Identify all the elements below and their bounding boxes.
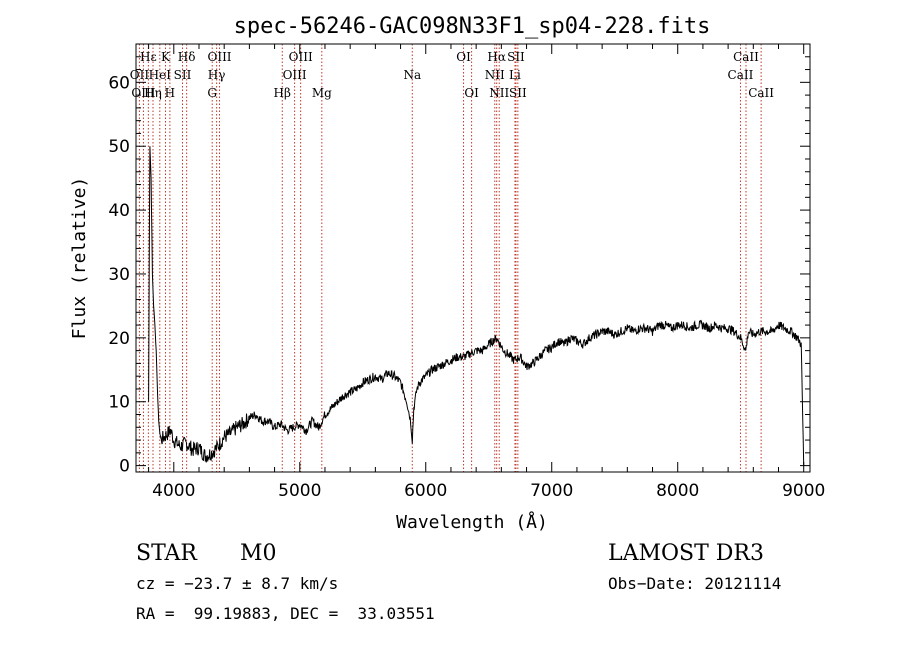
x-tick-label: 4000 bbox=[152, 481, 195, 501]
coordinates: RA = 99.19883, DEC = 33.03551 bbox=[136, 604, 435, 623]
y-tick-label: 50 bbox=[108, 137, 130, 157]
spectrum-line bbox=[148, 146, 805, 466]
line-label-23: NII bbox=[489, 86, 509, 100]
x-axis-ticks: 4000 5000 6000 7000 8000 9000 bbox=[148, 44, 825, 501]
line-label-5: Hη bbox=[144, 86, 162, 100]
line-label-19: Hα bbox=[487, 50, 506, 64]
chart-title: spec-56246-GAC098N33F1_sp04-228.fits bbox=[234, 14, 711, 39]
line-label-12: OIII bbox=[289, 50, 313, 64]
line-label-4: HeI bbox=[149, 68, 172, 82]
line-label-11: G bbox=[207, 86, 217, 100]
x-tick-label: 9000 bbox=[782, 481, 825, 501]
line-label-8: H bbox=[165, 86, 175, 100]
line-label-18: OI bbox=[464, 86, 479, 100]
survey-name: LAMOST DR3 bbox=[608, 541, 764, 566]
y-axis-label: Flux (relative) bbox=[69, 177, 90, 340]
line-label-24: SII bbox=[509, 86, 527, 100]
y-tick-label: 40 bbox=[108, 201, 130, 221]
y-tick-label: 60 bbox=[108, 73, 130, 93]
y-axis-ticks: 0 10 20 30 40 50 60 bbox=[108, 56, 810, 477]
x-axis-label: Wavelength (Å) bbox=[396, 511, 548, 533]
redshift-cz: cz = −23.7 ± 8.7 km/s bbox=[136, 574, 339, 593]
y-tick-label: 0 bbox=[119, 457, 130, 477]
line-label-3: K bbox=[161, 50, 171, 64]
x-tick-label: 7000 bbox=[530, 481, 573, 501]
line-label-1: OII bbox=[130, 68, 150, 82]
line-label-16: Na bbox=[403, 68, 421, 82]
line-label-6: Hδ bbox=[178, 50, 196, 64]
line-label-2: OIII bbox=[131, 86, 155, 100]
y-tick-label: 10 bbox=[108, 393, 130, 413]
object-subclass: M0 bbox=[240, 541, 277, 566]
x-tick-label: 8000 bbox=[656, 481, 699, 501]
line-label-21: NII bbox=[485, 68, 505, 82]
y-tick-label: 20 bbox=[108, 329, 130, 349]
line-label-7: SII bbox=[174, 68, 192, 82]
line-label-20: SII bbox=[507, 50, 525, 64]
spectrum-chart: spec-56246-GAC098N33F1_sp04-228.fits Hε O… bbox=[69, 14, 825, 533]
line-label-10: Hγ bbox=[208, 68, 226, 82]
plot-frame bbox=[135, 43, 811, 473]
line-label-13: OIII bbox=[283, 68, 307, 82]
line-label-26: CaII bbox=[728, 68, 754, 82]
spectral-line-labels: Hε OII OIII K HeI Hη Hδ SII H OIII Hγ G OIII OIII Hβ Mg… bbox=[130, 50, 775, 100]
line-label-0: Hε bbox=[140, 50, 157, 64]
line-label-15: Mg bbox=[312, 86, 332, 100]
line-label-17: OI bbox=[456, 50, 471, 64]
spectral-line-markers bbox=[138, 44, 762, 472]
y-tick-label: 30 bbox=[108, 265, 130, 285]
line-label-14: Hβ bbox=[274, 86, 291, 100]
line-label-22: Li bbox=[509, 68, 521, 82]
line-label-27: CaII bbox=[748, 86, 774, 100]
x-tick-label: 5000 bbox=[278, 481, 321, 501]
line-label-25: CaII bbox=[733, 50, 759, 64]
observation-date: Obs−Date: 20121114 bbox=[608, 574, 782, 593]
object-class: STAR bbox=[136, 541, 197, 566]
line-label-9: OIII bbox=[207, 50, 231, 64]
x-tick-label: 6000 bbox=[404, 481, 447, 501]
